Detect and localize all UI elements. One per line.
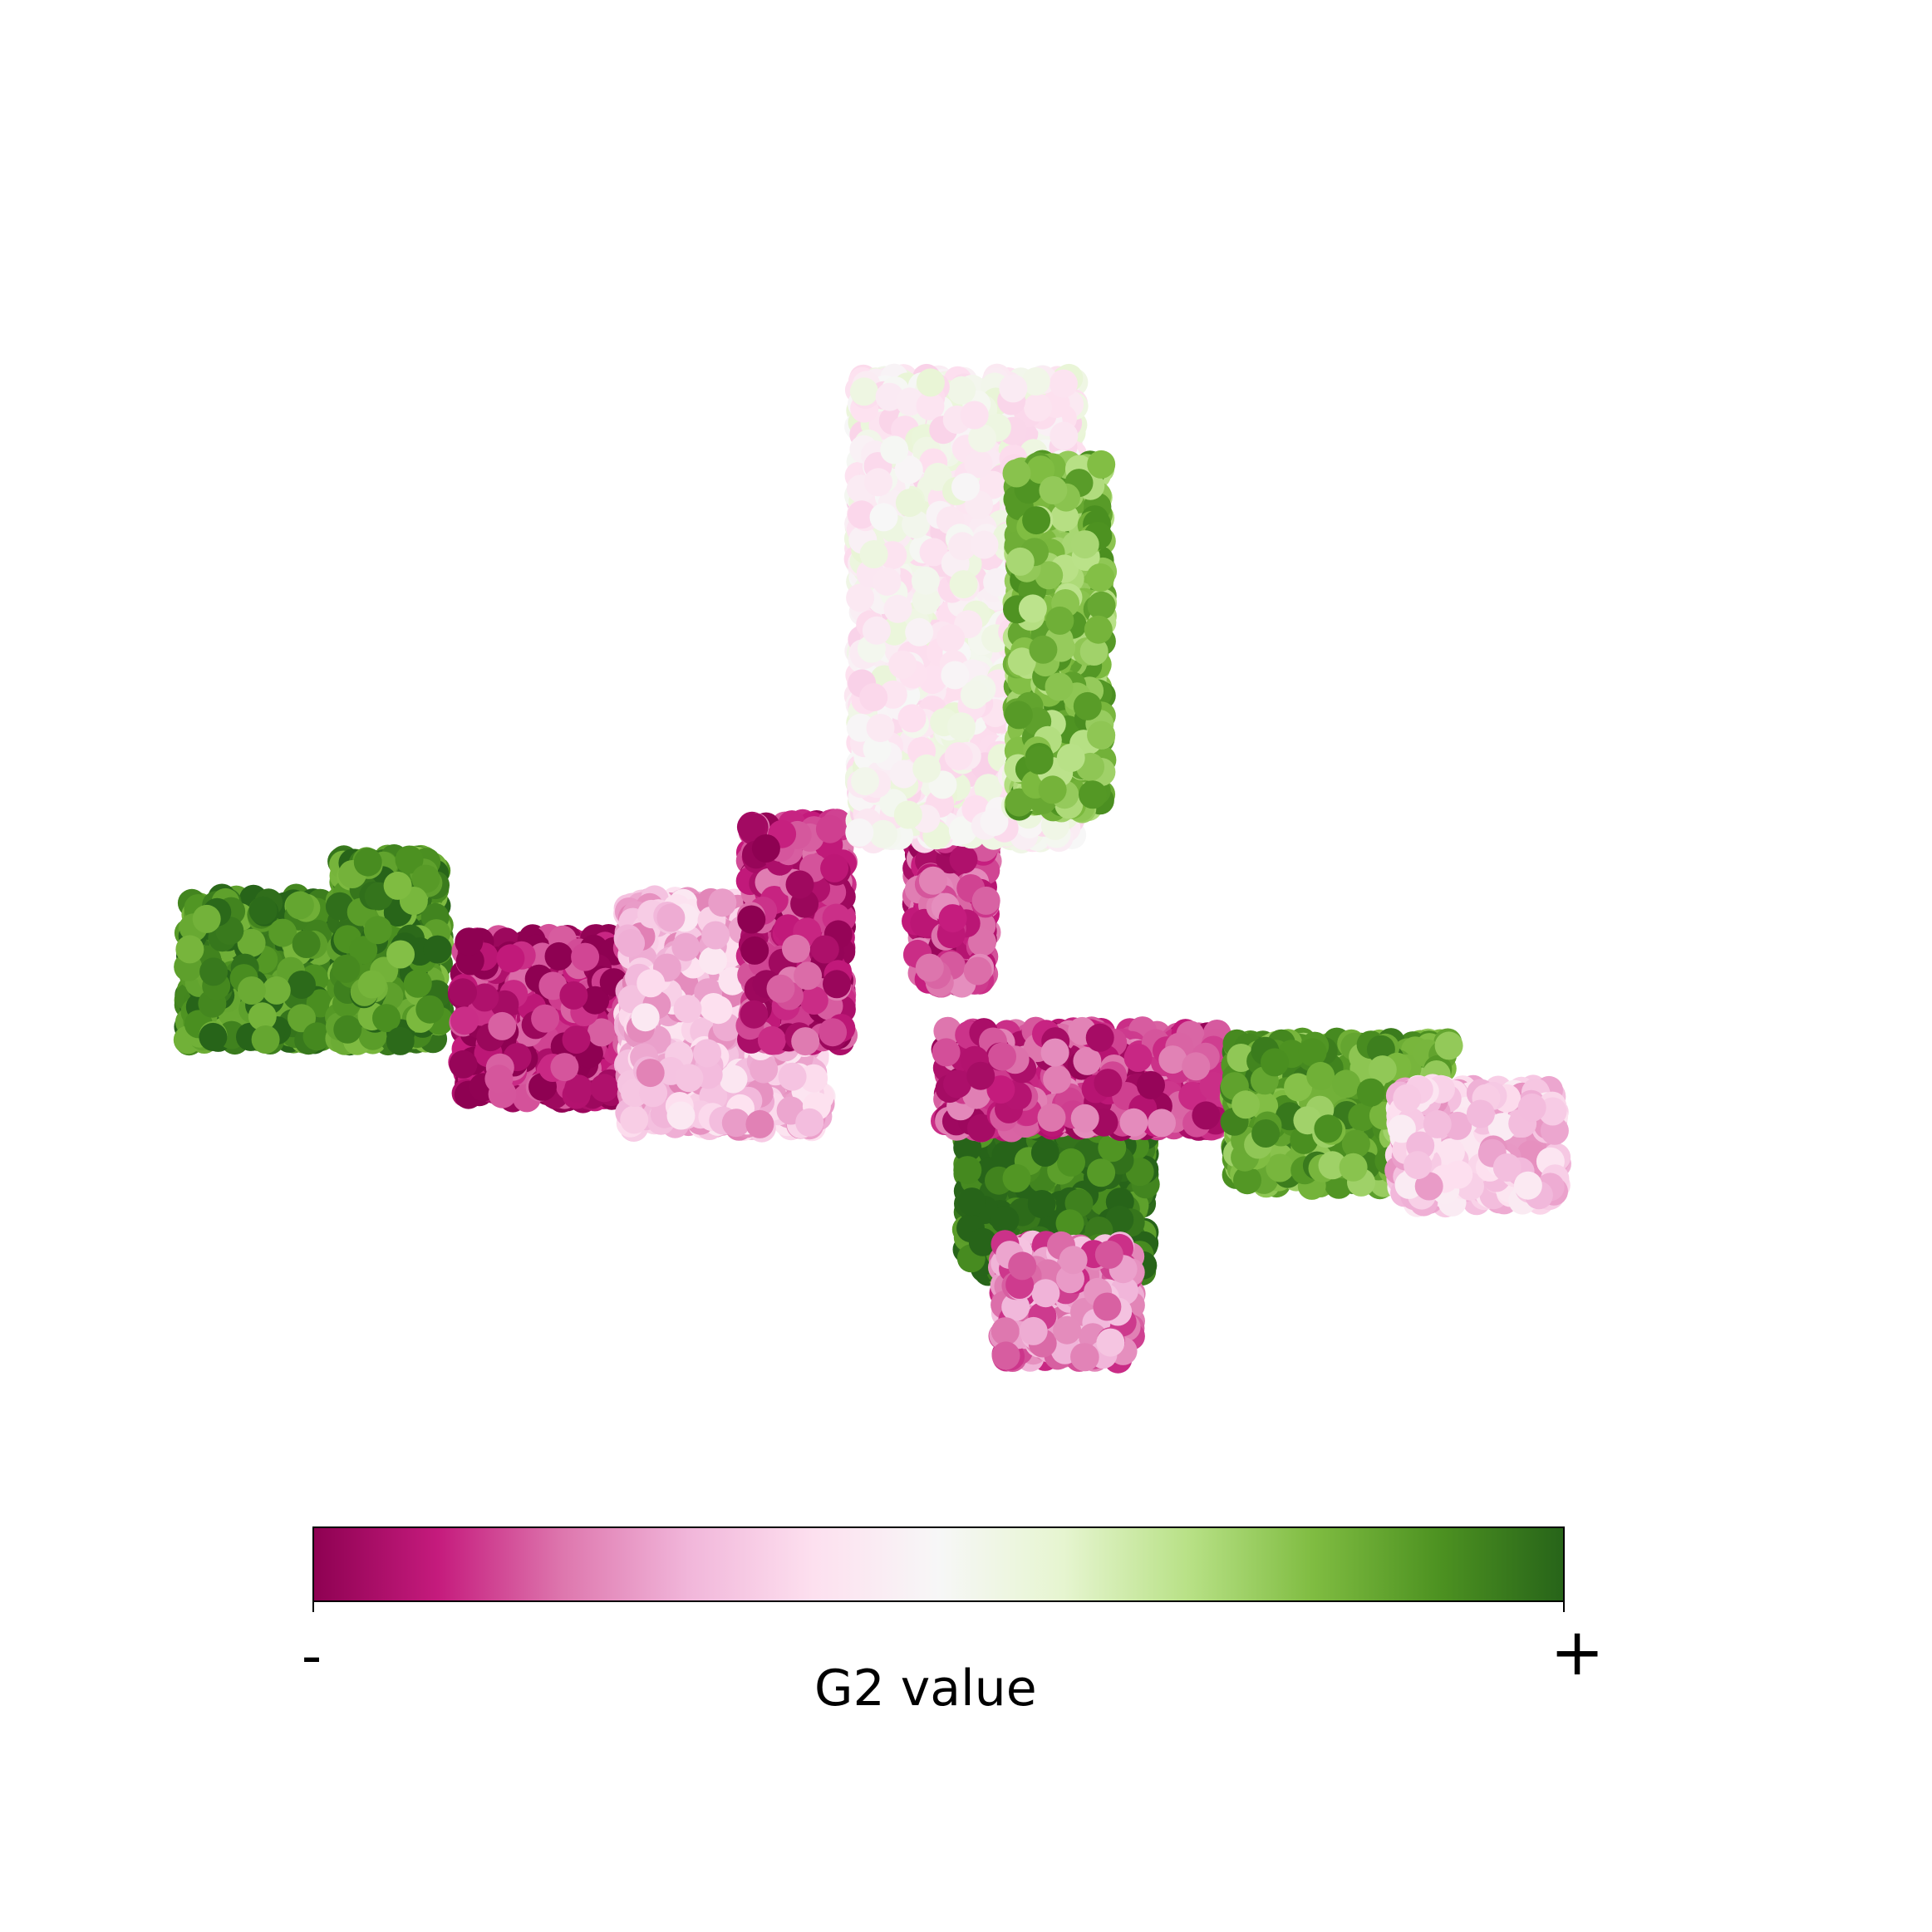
data-point bbox=[415, 995, 445, 1024]
data-point bbox=[199, 957, 229, 986]
data-point bbox=[637, 969, 666, 998]
data-point bbox=[617, 929, 646, 957]
data-point bbox=[302, 1022, 332, 1051]
data-point bbox=[237, 928, 266, 957]
data-point bbox=[423, 935, 452, 964]
data-point bbox=[719, 1064, 748, 1094]
data-point bbox=[810, 935, 839, 964]
data-point bbox=[782, 934, 810, 963]
data-point bbox=[455, 927, 484, 956]
data-point bbox=[673, 995, 702, 1024]
data-point bbox=[815, 814, 844, 843]
data-point bbox=[708, 888, 737, 917]
data-point bbox=[251, 1025, 280, 1054]
data-point bbox=[620, 1105, 649, 1134]
data-point bbox=[411, 864, 440, 893]
data-point bbox=[531, 1004, 560, 1033]
data-point bbox=[915, 953, 944, 982]
data-point bbox=[571, 942, 600, 971]
data-point bbox=[791, 1027, 820, 1056]
data-point bbox=[248, 1002, 277, 1031]
data-point bbox=[820, 853, 849, 882]
data-point bbox=[823, 970, 851, 999]
data-point bbox=[357, 970, 386, 999]
data-point bbox=[751, 834, 780, 863]
data-point bbox=[349, 936, 378, 965]
data-point bbox=[386, 1026, 415, 1055]
data-point bbox=[963, 956, 992, 986]
data-point bbox=[248, 896, 278, 925]
data-point bbox=[562, 1025, 591, 1054]
data-point bbox=[395, 845, 424, 874]
data-point bbox=[262, 976, 291, 1005]
data-point bbox=[740, 1000, 769, 1029]
data-point bbox=[671, 932, 701, 961]
data-point bbox=[403, 969, 432, 998]
data-point bbox=[819, 1018, 848, 1047]
data-point bbox=[550, 1053, 579, 1082]
data-point bbox=[192, 904, 221, 933]
point-layer bbox=[173, 363, 1571, 1374]
data-point bbox=[488, 1011, 517, 1040]
data-point bbox=[383, 871, 412, 900]
data-point bbox=[693, 1039, 722, 1068]
data-point bbox=[285, 891, 314, 920]
data-point bbox=[544, 941, 573, 971]
data-point bbox=[175, 935, 204, 964]
data-point bbox=[484, 1064, 514, 1094]
data-point bbox=[363, 916, 392, 945]
data-point bbox=[449, 1050, 478, 1079]
data-point bbox=[386, 940, 415, 969]
data-point bbox=[590, 1074, 619, 1103]
data-point bbox=[799, 986, 828, 1015]
data-point bbox=[325, 892, 354, 921]
data-point bbox=[675, 1064, 704, 1093]
data-point bbox=[701, 921, 730, 950]
data-point bbox=[636, 1059, 665, 1088]
data-point bbox=[938, 904, 967, 933]
data-point bbox=[795, 1108, 824, 1137]
data-point bbox=[449, 978, 477, 1007]
data-point bbox=[766, 974, 795, 1003]
data-point bbox=[971, 886, 1000, 915]
data-point bbox=[372, 1004, 401, 1033]
data-point bbox=[268, 918, 297, 947]
data-point bbox=[237, 976, 266, 1005]
data-point bbox=[745, 1109, 774, 1138]
data-point bbox=[292, 930, 321, 958]
data-point bbox=[918, 866, 947, 895]
data-point bbox=[332, 954, 361, 983]
data-point bbox=[199, 1022, 228, 1051]
data-point bbox=[740, 936, 769, 965]
data-point bbox=[656, 903, 686, 932]
data-point bbox=[778, 1062, 807, 1091]
data-point bbox=[757, 1025, 786, 1054]
data-point bbox=[353, 848, 382, 877]
data-point bbox=[666, 1101, 696, 1130]
data-point bbox=[333, 1015, 362, 1044]
data-point bbox=[699, 946, 727, 976]
data-point bbox=[288, 971, 316, 999]
data-point bbox=[737, 905, 766, 934]
data-point bbox=[496, 944, 525, 973]
data-point bbox=[704, 995, 733, 1025]
data-point bbox=[559, 981, 588, 1010]
data-point bbox=[450, 1006, 479, 1035]
data-point bbox=[631, 1003, 660, 1032]
data-point bbox=[785, 870, 814, 899]
data-point bbox=[794, 961, 823, 991]
data-point bbox=[949, 845, 978, 874]
